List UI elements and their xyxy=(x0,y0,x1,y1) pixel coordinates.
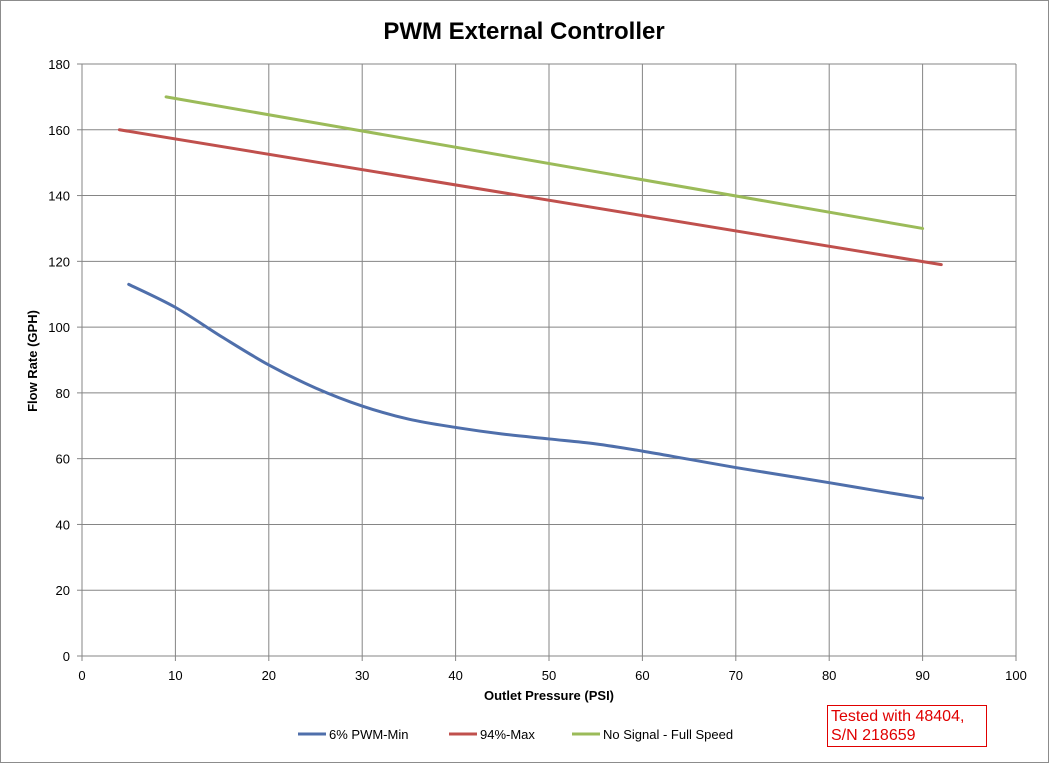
x-tick-label: 60 xyxy=(635,668,649,683)
test-note-line-1: Tested with 48404, xyxy=(831,708,965,725)
x-tick-label: 30 xyxy=(355,668,369,683)
plot-area: 0 10 20 30 40 50 60 70 80 90 100 0 20 40 60 80 100 120 140… xyxy=(48,57,1027,683)
y-tick-label: 0 xyxy=(63,649,70,664)
test-note-box: Tested with 48404, S/N 218659 xyxy=(827,705,987,747)
legend-label-1: 6% PWM-Min xyxy=(329,727,408,742)
y-axis-title: Flow Rate (GPH) xyxy=(25,310,40,412)
y-tick-label: 140 xyxy=(48,189,70,204)
legend: 6% PWM-Min 94%-Max No Signal - Full Speed xyxy=(298,727,733,742)
x-tick-label: 100 xyxy=(1005,668,1027,683)
x-tick-label: 0 xyxy=(78,668,85,683)
y-tick-label: 180 xyxy=(48,57,70,72)
x-tick-label: 90 xyxy=(915,668,929,683)
x-tick-label: 80 xyxy=(822,668,836,683)
x-tick-label: 70 xyxy=(729,668,743,683)
y-tick-label: 40 xyxy=(56,517,70,532)
x-tick-label: 50 xyxy=(542,668,556,683)
y-tick-label: 160 xyxy=(48,123,70,138)
x-axis-title: Outlet Pressure (PSI) xyxy=(484,688,614,703)
series-line-3 xyxy=(164,95,925,230)
x-tick-label: 10 xyxy=(168,668,182,683)
series-line-2 xyxy=(117,128,943,267)
x-tick-label: 40 xyxy=(448,668,462,683)
y-tick-label: 80 xyxy=(56,386,70,401)
x-tick-label: 20 xyxy=(262,668,276,683)
legend-label-2: 94%-Max xyxy=(480,727,535,742)
y-tick-label: 100 xyxy=(48,320,70,335)
series-line-1 xyxy=(127,282,925,500)
test-note-line-2: S/N 218659 xyxy=(831,727,916,744)
y-tick-label: 20 xyxy=(56,583,70,598)
y-tick-label: 60 xyxy=(56,452,70,467)
chart-title: PWM External Controller xyxy=(383,18,664,45)
y-tick-label: 120 xyxy=(48,254,70,269)
legend-label-3: No Signal - Full Speed xyxy=(603,727,733,742)
